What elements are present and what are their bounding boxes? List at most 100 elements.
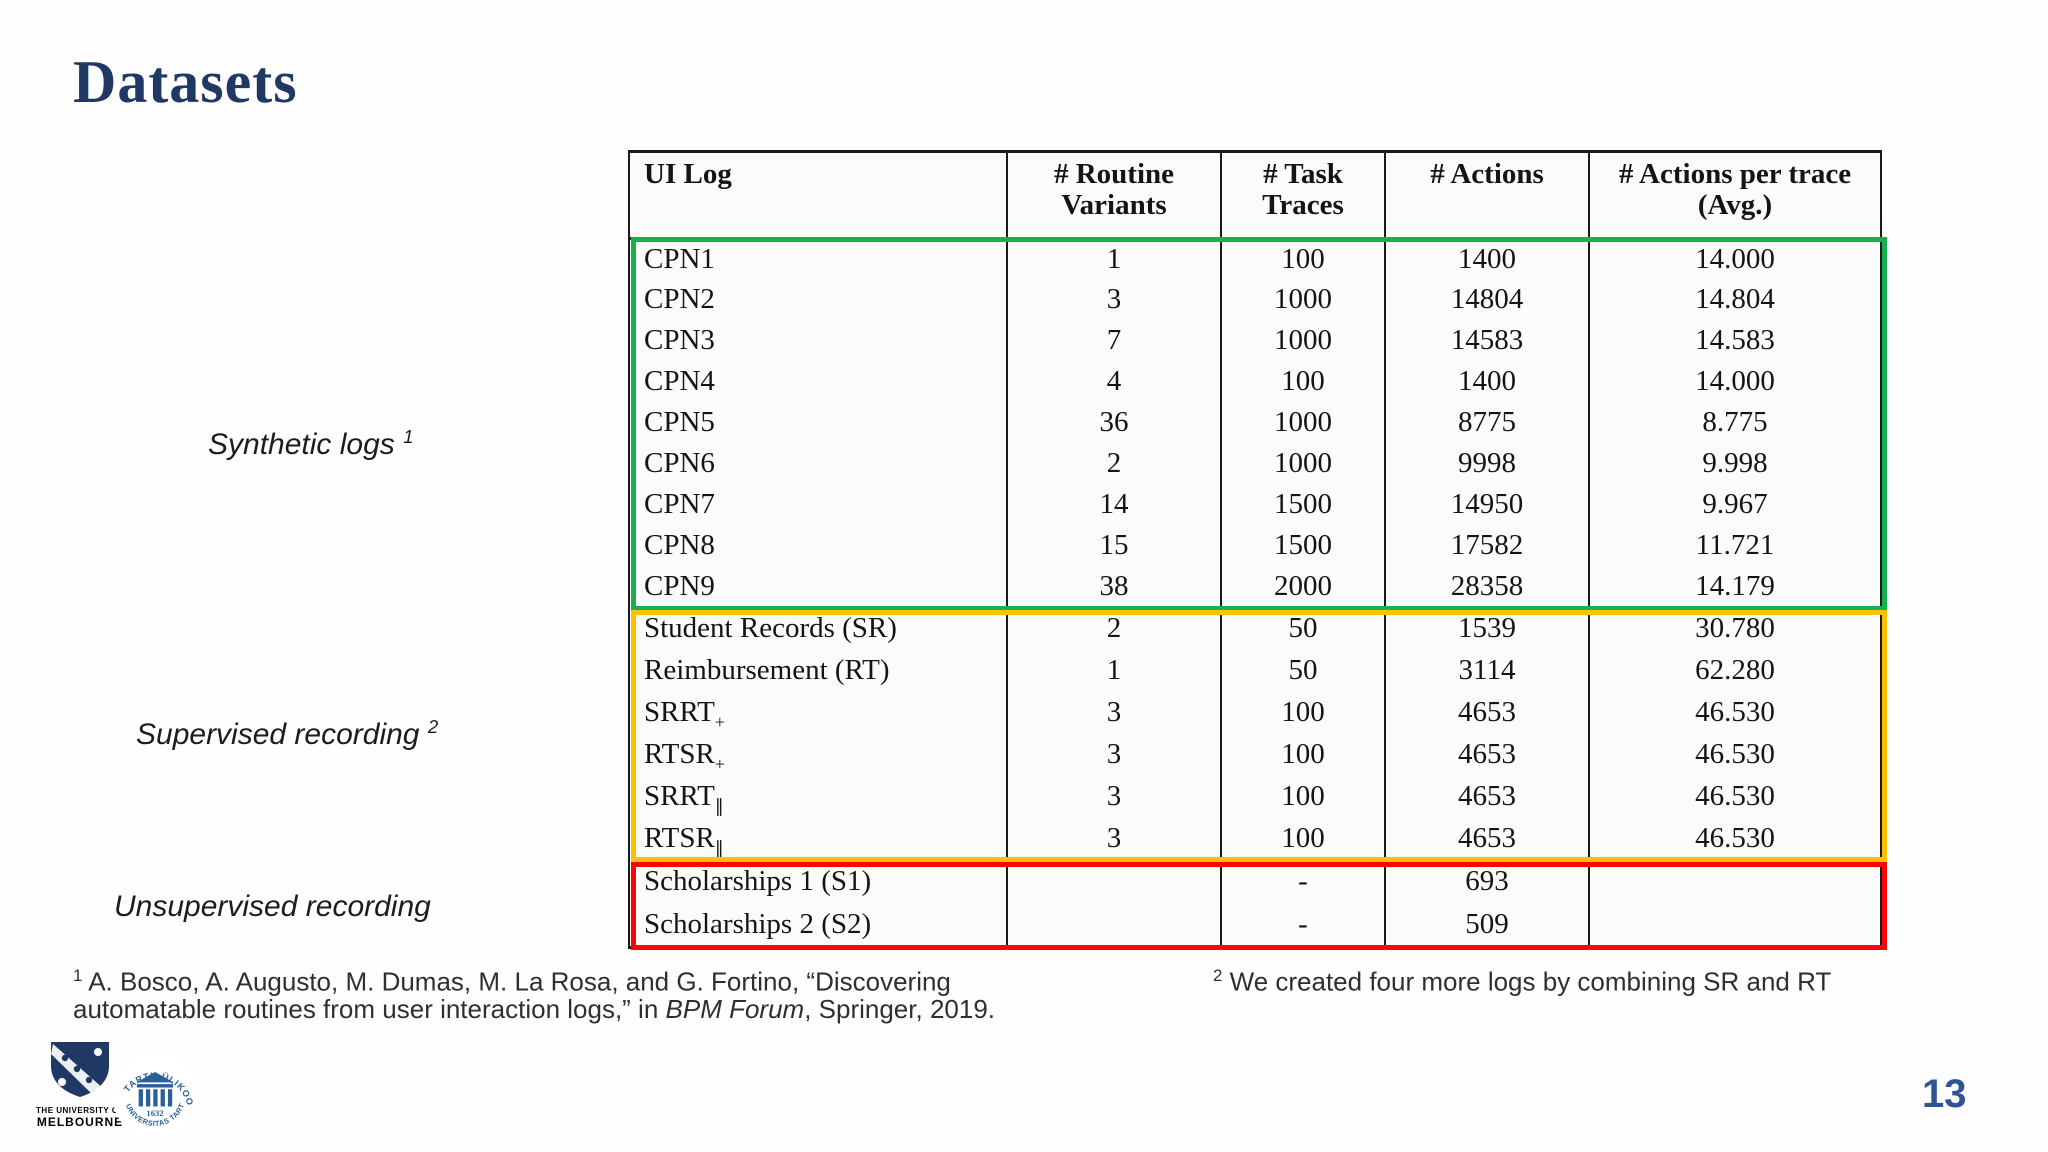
- table-row: Scholarships 2 (S2) -509: [628, 903, 1882, 948]
- actions-cell: 1400: [1384, 238, 1590, 280]
- table-row: CPN8 15 1500 17582 11.721: [628, 525, 1882, 567]
- actions-per-trace-cell: 14.804: [1588, 279, 1882, 321]
- melbourne-logo-text: THE UNIVERSITY OF: [36, 1106, 124, 1115]
- task-traces-cell: -: [1220, 903, 1386, 948]
- actions-per-trace-cell: 9.998: [1588, 443, 1882, 485]
- melbourne-crest-icon: [51, 1042, 109, 1097]
- task-traces-cell: 50: [1220, 607, 1386, 650]
- actions-cell: 4653: [1384, 817, 1590, 860]
- ui-log-cell: RTSR+: [628, 733, 1008, 776]
- task-traces-cell: 1500: [1220, 525, 1386, 567]
- actions-cell: 509: [1384, 903, 1590, 948]
- page-number: 13: [1922, 1072, 1967, 1116]
- actions-cell: 3114: [1384, 649, 1590, 692]
- page-title: Datasets: [73, 49, 298, 115]
- ui-log-cell: Scholarships 1 (S1): [628, 859, 1008, 904]
- melbourne-logo-text: MELBOURNE: [36, 1115, 124, 1129]
- routine-variants-cell: 2: [1006, 443, 1222, 485]
- routine-variants-cell: [1006, 903, 1222, 948]
- actions-cell: 4653: [1384, 733, 1590, 776]
- table-row: CPN6 2 1000 9998 9.998: [628, 443, 1882, 485]
- routine-variants-cell: 3: [1006, 775, 1222, 818]
- ui-log-table: UI Log # Routine Variants # Task Traces # A…: [628, 150, 1882, 949]
- task-traces-cell: 100: [1220, 733, 1386, 776]
- task-traces-cell: 1000: [1220, 402, 1386, 444]
- ui-log-cell: SRRT∥: [628, 775, 1008, 818]
- table-row: CPN2 3 1000 14804 14.804: [628, 279, 1882, 321]
- actions-per-trace-cell: 8.775: [1588, 402, 1882, 444]
- ui-log-cell: CPN7: [628, 484, 1008, 526]
- task-traces-cell: 100: [1220, 691, 1386, 734]
- actions-per-trace-cell: 14.000: [1588, 361, 1882, 403]
- footnote-reference-2: 2 We created four more logs by combining…: [1213, 966, 1832, 997]
- table-row: CPN7 14 1500 14950 9.967: [628, 484, 1882, 526]
- ui-log-cell: CPN3: [628, 320, 1008, 362]
- tartu-year-text: 1632: [146, 1108, 163, 1118]
- actions-per-trace-cell: 11.721: [1588, 525, 1882, 567]
- ui-log-cell: SRRT+: [628, 691, 1008, 734]
- task-traces-cell: 50: [1220, 649, 1386, 692]
- routine-variants-cell: 7: [1006, 320, 1222, 362]
- routine-variants-cell: 38: [1006, 566, 1222, 608]
- table-header-cell: UI Log: [628, 151, 1008, 240]
- table-row: CPN3 7 1000 14583 14.583: [628, 320, 1882, 362]
- group-label-text: Unsupervised recording: [114, 890, 431, 923]
- actions-per-trace-cell: 46.530: [1588, 733, 1882, 776]
- table-row: SRRT∥ 3 100 4653 46.530: [628, 775, 1882, 818]
- ui-log-cell: Student Records (SR): [628, 607, 1008, 650]
- university-of-melbourne-logo: THE UNIVERSITY OF MELBOURNE: [28, 1040, 132, 1129]
- table-row: RTSR∥ 3 100 4653 46.530: [628, 817, 1882, 860]
- group-label-sup: 1: [403, 426, 414, 447]
- actions-per-trace-cell: 14.000: [1588, 238, 1882, 280]
- actions-per-trace-cell: 46.530: [1588, 775, 1882, 818]
- footnote-reference-1: 1 A. Bosco, A. Augusto, M. Dumas, M. La …: [73, 966, 996, 1025]
- task-traces-cell: 100: [1220, 775, 1386, 818]
- ui-log-cell: Reimbursement (RT): [628, 649, 1008, 692]
- table-row: CPN4 4 100 1400 14.000: [628, 361, 1882, 403]
- actions-per-trace-cell: 9.967: [1588, 484, 1882, 526]
- table-row: CPN5 36 1000 8775 8.775: [628, 402, 1882, 444]
- routine-variants-cell: 4: [1006, 361, 1222, 403]
- university-of-tartu-logo: TARTU ÜLIKOOL UNIVERSITAS TARTUENSIS 163…: [109, 1046, 198, 1140]
- task-traces-cell: 100: [1220, 361, 1386, 403]
- task-traces-cell: 1000: [1220, 443, 1386, 485]
- table-header-cell: # Actions: [1384, 151, 1590, 240]
- table-row: RTSR+ 3 100 4653 46.530: [628, 733, 1882, 776]
- group-label-text: Synthetic logs: [208, 428, 395, 461]
- routine-variants-cell: 3: [1006, 817, 1222, 860]
- actions-cell: 14950: [1384, 484, 1590, 526]
- tartu-seal-icon: TARTU ÜLIKOOL UNIVERSITAS TARTUENSIS 163…: [109, 1046, 198, 1140]
- actions-per-trace-cell: [1588, 859, 1882, 904]
- table-row: CPN1 1 100 1400 14.000: [628, 238, 1882, 280]
- task-traces-cell: 100: [1220, 817, 1386, 860]
- table-row: Reimbursement (RT) 1 50 3114 62.280: [628, 649, 1882, 692]
- routine-variants-cell: 3: [1006, 279, 1222, 321]
- task-traces-cell: 1500: [1220, 484, 1386, 526]
- actions-per-trace-cell: 14.179: [1588, 566, 1882, 608]
- ui-log-cell: CPN6: [628, 443, 1008, 485]
- actions-per-trace-cell: 62.280: [1588, 649, 1882, 692]
- ui-log-cell: CPN9: [628, 566, 1008, 608]
- table-row: CPN9 38 2000 28358 14.179: [628, 566, 1882, 608]
- datasets-table: UI Log # Routine Variants # Task Traces # A…: [628, 150, 1887, 950]
- routine-variants-cell: 1: [1006, 238, 1222, 280]
- ui-log-cell: CPN1: [628, 238, 1008, 280]
- datasets-table-body: CPN1 1 100 1400 14.000 CPN2 3 1000 14804 14.804 CP…: [628, 238, 1882, 948]
- task-traces-cell: 100: [1220, 238, 1386, 280]
- actions-cell: 1400: [1384, 361, 1590, 403]
- actions-cell: 9998: [1384, 443, 1590, 485]
- ui-log-cell: CPN4: [628, 361, 1008, 403]
- routine-variants-cell: 1: [1006, 649, 1222, 692]
- table-row: Student Records (SR) 2 50 1539 30.780: [628, 607, 1882, 650]
- actions-cell: 8775: [1384, 402, 1590, 444]
- actions-cell: 693: [1384, 859, 1590, 904]
- task-traces-cell: 1000: [1220, 320, 1386, 362]
- actions-per-trace-cell: 46.530: [1588, 691, 1882, 734]
- actions-cell: 17582: [1384, 525, 1590, 567]
- actions-per-trace-cell: 30.780: [1588, 607, 1882, 650]
- actions-cell: 28358: [1384, 566, 1590, 608]
- task-traces-cell: -: [1220, 859, 1386, 904]
- actions-cell: 4653: [1384, 691, 1590, 734]
- ui-log-cell: Scholarships 2 (S2): [628, 903, 1008, 948]
- group-label-text: Supervised recording: [136, 718, 420, 751]
